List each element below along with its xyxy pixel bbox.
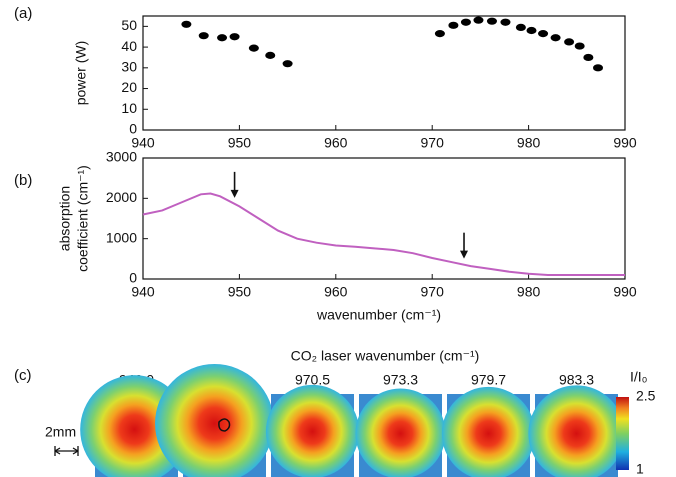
point [181,20,192,28]
y-tick-label: 50 [121,17,137,33]
y-tick-label: 2000 [106,189,137,205]
y-axis-label: absorption [57,186,73,251]
point [448,21,459,29]
y-tick-label: 0 [129,270,137,286]
absorption-line [142,192,625,276]
panel-label: (a) [14,5,32,22]
point [500,18,511,26]
beam-image [155,364,274,477]
image-label: 970.5 [295,372,330,388]
y-tick-label: 40 [121,38,137,54]
point [583,53,594,62]
plot-frame [142,15,626,131]
point [265,51,276,59]
x-axis-label: wavenumber (cm⁻¹) [316,307,441,323]
x-tick-label: 960 [324,135,348,151]
point [217,34,228,42]
x-tick-label: 940 [131,284,155,300]
panel-label: (c) [14,367,32,384]
x-tick-label: 950 [228,284,252,300]
x-tick-label: 950 [228,135,252,151]
colorbar [616,397,629,470]
beam-image [265,384,360,477]
x-tick-label: 990 [613,284,637,300]
image-label: 973.3 [383,372,418,388]
y-tick-label: 30 [121,59,137,75]
y-tick-label: 3000 [106,149,137,165]
colorbar-tick-label: 1 [636,461,644,477]
point [593,64,604,72]
point [486,17,497,25]
y-tick-label: 1000 [106,229,137,245]
colorbar-label: I/I₀ [630,369,648,385]
x-tick-label: 940 [131,135,155,151]
x-tick-label: 970 [421,284,445,300]
colorbar-tick-label: 2.5 [636,388,656,404]
point [526,26,537,35]
point [198,32,209,40]
beam-image [441,386,536,477]
panel-title: CO₂ laser wavenumber (cm⁻¹) [291,348,480,364]
point [515,23,526,31]
x-tick-label: 990 [613,135,637,151]
point [460,18,471,26]
point [538,30,549,38]
plot-frame [142,157,626,280]
y-axis-label: coefficient (cm⁻¹) [75,165,91,272]
panel-label: (b) [14,172,32,189]
point [434,30,445,38]
image-label: 983.3 [559,372,594,388]
arrow-head [460,250,469,259]
point [574,42,585,50]
y-tick-label: 20 [121,79,137,95]
image-label: 979.7 [471,372,506,388]
y-tick-label: 0 [129,121,137,137]
point [282,60,293,68]
contour [218,418,231,432]
x-tick-label: 980 [517,135,541,151]
point [564,38,575,46]
y-tick-label: 10 [121,100,137,116]
point [229,33,240,41]
point [248,44,259,52]
y-axis-label: power (W) [73,41,89,106]
scale-bar-label: 2mm [45,424,76,440]
point [550,34,561,42]
x-tick-label: 960 [324,284,348,300]
arrow-head [230,189,239,198]
beam-image [355,388,446,477]
x-tick-label: 980 [517,284,541,300]
scale-bar-ends [54,446,79,456]
beam-image [528,385,625,477]
point [473,16,484,24]
x-tick-label: 970 [421,135,445,151]
